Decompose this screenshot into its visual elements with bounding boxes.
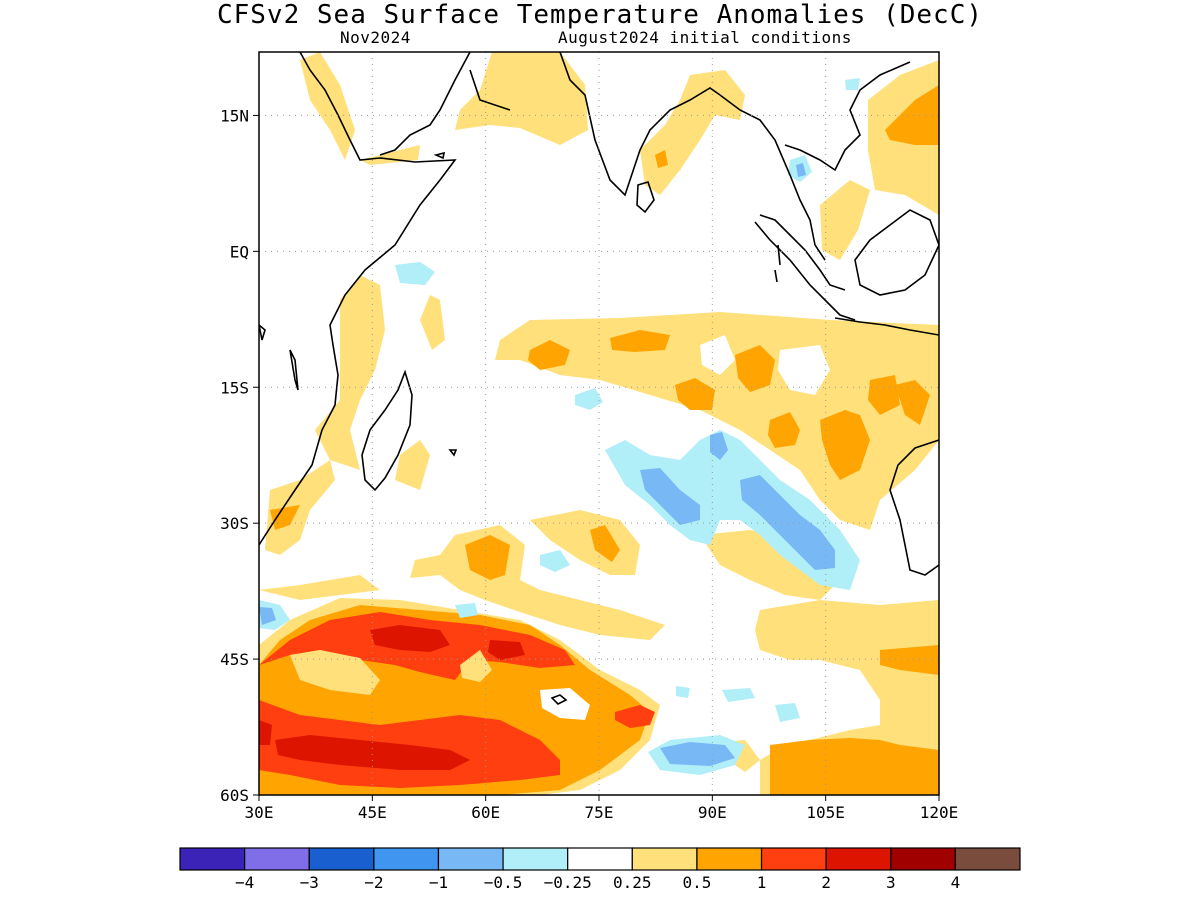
coast-srilanka — [636, 181, 655, 214]
colorbar-swatch — [696, 847, 763, 871]
map-title: CFSv2 Sea Surface Temperature Anomalies … — [216, 0, 984, 30]
colorbar-label: −4 — [235, 873, 254, 892]
lat-tick-label: 15N — [220, 106, 249, 125]
colorbar-label: 3 — [886, 873, 896, 892]
latitude-labels: 15N EQ 15S 30S 45S 60S — [220, 106, 259, 805]
anomaly-field — [259, 52, 939, 795]
coast-andaman — [774, 244, 781, 283]
coast-africa-arabia — [259, 52, 457, 546]
colorbar-swatch — [567, 847, 633, 871]
lon-tick-label: 120E — [920, 803, 959, 822]
coast-madagascar — [361, 369, 413, 492]
colorbar-label: 1 — [757, 873, 767, 892]
longitude-labels: 30E 45E 60E 75E 90E 105E 120E — [245, 795, 959, 822]
coast-borneo — [854, 209, 939, 296]
colorbar-swatch — [631, 847, 698, 871]
coast-australia — [889, 439, 939, 576]
coast-tanzania-lake — [259, 323, 266, 341]
colorbar-label: −1 — [429, 873, 448, 892]
anomaly-pockets — [290, 335, 830, 720]
anomaly-band-2-3 — [259, 625, 525, 770]
lon-tick-label: 105E — [806, 803, 845, 822]
coast-arabia-persia — [379, 52, 511, 156]
colorbar-label: 0.5 — [682, 873, 711, 892]
lon-tick-label: 90E — [698, 803, 727, 822]
colorbar-label: 4 — [951, 873, 961, 892]
colorbar-label: −0.5 — [484, 873, 523, 892]
forecast-month: Nov2024 — [340, 28, 411, 47]
coast-sumatra — [754, 221, 856, 321]
lat-tick-label: 45S — [220, 650, 249, 669]
lon-tick-label: 60E — [471, 803, 500, 822]
lon-tick-label: 45E — [358, 803, 387, 822]
colorbar-label: 0.25 — [613, 873, 652, 892]
colorbar-swatch — [308, 847, 375, 871]
colorbar-swatch — [244, 847, 310, 871]
colorbar-label: −0.25 — [544, 873, 592, 892]
colorbar-swatch — [373, 847, 440, 871]
coast-indochina — [784, 61, 911, 172]
initial-conditions: August2024 initial conditions — [558, 28, 852, 47]
coast-india — [559, 52, 721, 197]
colorbar-label: −2 — [364, 873, 383, 892]
anomaly-band-neg0.5-neg1 — [259, 163, 835, 766]
coast-socotra — [433, 151, 446, 160]
lat-tick-label: 30S — [220, 514, 249, 533]
lat-tick-label: EQ — [230, 242, 249, 261]
coast-mozambique-channel — [289, 349, 299, 391]
coast-java — [834, 317, 939, 336]
colorbar-label: −3 — [300, 873, 319, 892]
colorbar-swatch — [890, 847, 956, 871]
colorbar-labels: −4 −3 −2 −1 −0.5 −0.25 0.25 0.5 1 2 3 4 — [235, 873, 960, 892]
colorbar — [179, 847, 1021, 871]
colorbar-swatch — [502, 847, 569, 871]
coast-bay-of-bengal-east — [719, 94, 826, 261]
colorbar-label: 2 — [821, 873, 831, 892]
colorbar-swatch — [437, 847, 504, 871]
coast-kerguelen — [550, 694, 568, 705]
coastlines — [259, 52, 939, 705]
coast-malay — [759, 214, 846, 291]
lat-tick-label: 15S — [220, 378, 249, 397]
colorbar-swatch — [954, 847, 1021, 871]
lon-tick-label: 30E — [245, 803, 274, 822]
coast-mauritius — [448, 449, 458, 457]
lat-tick-label: 60S — [220, 786, 249, 805]
colorbar-swatch — [825, 847, 892, 871]
colorbar-swatch — [760, 847, 827, 871]
colorbar-swatch — [179, 847, 246, 871]
lon-tick-label: 75E — [585, 803, 614, 822]
